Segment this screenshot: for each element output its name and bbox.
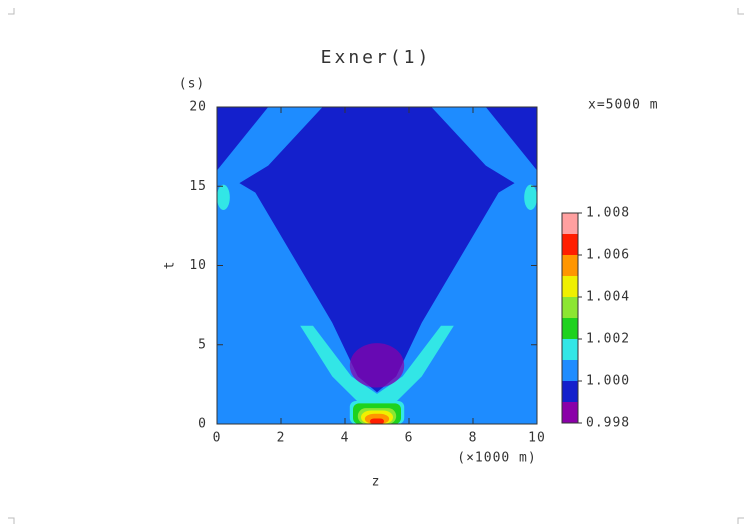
x-tick-label: 10 [528,431,546,446]
chart-title: Exner(1) [321,47,432,68]
contour-region [217,107,269,171]
colorbar-tick-label: 1.008 [586,206,630,221]
contour-region [485,107,537,171]
x-axis-label: z [372,475,381,490]
colorbar-frame [561,212,579,424]
contour-region [217,184,230,211]
x-tick-label: 0 [213,431,222,446]
colorbar-band [562,297,578,318]
page-corners [8,8,744,524]
colorbar-band [562,255,578,276]
contour-region [239,107,515,393]
colorbar-band [562,318,578,339]
colorbar-band [562,339,578,360]
x-tick-label: 6 [405,431,414,446]
colorbar-band [562,402,578,423]
y-tick-label: 5 [198,337,207,352]
x-unit: (×1000 m) [457,451,536,466]
contour-region [300,325,454,402]
colorbar-band [562,213,578,234]
y-tick-label: 0 [198,417,207,432]
colorbar-tick-label: 1.000 [586,374,630,389]
contour-region [524,184,537,211]
colorbar-band [562,381,578,402]
colorbar-tick-label: 0.998 [586,416,630,431]
annotation: x=5000 m [588,98,659,113]
colorbar-band [562,234,578,255]
contour-region [369,418,385,424]
colorbar-band [562,360,578,381]
colorbar-band [562,276,578,297]
contour-region [349,343,405,388]
x-tick-label: 2 [277,431,286,446]
colorbar-tick-label: 1.004 [586,290,630,305]
colorbar-tick-label: 1.006 [586,248,630,263]
y-tick-label: 15 [189,179,207,194]
x-tick-label: 4 [341,431,350,446]
y-tick-label: 10 [189,258,207,273]
y-unit: (s) [179,77,205,92]
x-tick-label: 8 [469,431,478,446]
y-tick-label: 20 [189,100,207,115]
y-axis-label: t [163,261,178,270]
colorbar-tick-label: 1.002 [586,332,630,347]
